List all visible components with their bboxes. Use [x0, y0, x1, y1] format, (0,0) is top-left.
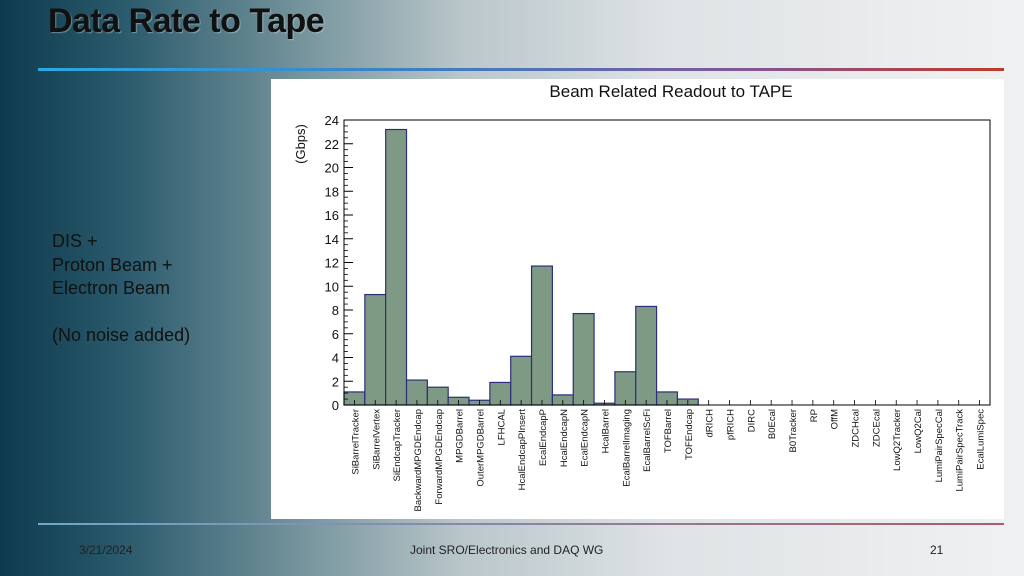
y-tick-label-0: 0 — [332, 398, 339, 413]
y-tick-label-12: 12 — [325, 256, 339, 271]
y-axis-label: (Gbps) — [293, 124, 308, 164]
side-line-electron-beam: Electron Beam — [52, 278, 171, 298]
side-line-proton-beam: Proton Beam + — [52, 254, 173, 275]
x-tick-label-LowQ2Cal: LowQ2Cal — [913, 409, 924, 453]
x-tick-label-ZDCHcal: ZDCHcal — [851, 409, 862, 448]
y-tick-label-6: 6 — [332, 327, 339, 342]
bar-chart: Beam Related Readout to TAPE(Gbps)024681… — [293, 82, 991, 511]
x-tick-label-pfRICH: pfRICH — [726, 409, 737, 440]
slide-title: Data Rate to Tape — [48, 2, 325, 40]
x-tick-label-LowQ2Tracker: LowQ2Tracker — [892, 409, 903, 471]
x-tick-label-ForwardMPGDEndcap: ForwardMPGDEndcap — [434, 409, 445, 505]
x-tick-label-HcalBarrel: HcalBarrel — [600, 409, 611, 453]
x-tick-label-HcalEndcapN: HcalEndcapN — [559, 409, 570, 467]
x-tick-label-ZDCEcal: ZDCEcal — [871, 409, 882, 447]
x-tick-label-BackwardMPGDEndcap: BackwardMPGDEndcap — [413, 409, 424, 511]
x-tick-label-SiEndcapTracker: SiEndcapTracker — [392, 409, 403, 482]
y-tick-label-16: 16 — [325, 208, 339, 223]
bar-SiEndcapTracker — [385, 128, 408, 406]
y-tick-label-2: 2 — [332, 374, 339, 389]
x-tick-label-LumiPairSpecTrack: LumiPairSpecTrack — [955, 409, 966, 492]
y-tick-label-4: 4 — [332, 351, 339, 366]
side-note: (No noise added) — [52, 324, 191, 345]
footer-date: 3/21/2024 — [79, 543, 133, 557]
y-tick-label-20: 20 — [325, 161, 339, 176]
x-tick-label-HcalEndcapPInsert: HcalEndcapPInsert — [517, 409, 528, 491]
footer-divider — [38, 523, 1004, 525]
y-tick-label-10: 10 — [325, 279, 339, 294]
x-tick-label-LFHCAL: LFHCAL — [496, 409, 507, 445]
y-tick-label-22: 22 — [325, 137, 339, 152]
footer-caption: Joint SRO/Electronics and DAQ WG — [410, 543, 604, 557]
x-tick-label-OuterMPGDBarrel: OuterMPGDBarrel — [475, 409, 486, 487]
side-spacer — [52, 301, 190, 324]
x-tick-label-EcalBarrelImaging: EcalBarrelImaging — [621, 409, 632, 487]
y-tick-label-18: 18 — [325, 184, 339, 199]
x-tick-label-EcalEndcapP: EcalEndcapP — [538, 409, 549, 466]
bar-SiBarrelVertex — [364, 293, 387, 406]
chart-panel: Beam Related Readout to TAPE (Gbps) 0 2 4 6 8 1… — [271, 79, 1004, 519]
title-underline — [38, 68, 1004, 71]
x-tick-label-MPGDBarrel: MPGDBarrel — [455, 409, 466, 463]
chart-title: Beam Related Readout to TAPE — [549, 82, 792, 101]
side-line-dis: DIS + — [52, 231, 98, 251]
page-number: 21 — [930, 543, 944, 557]
x-tick-label-B0Ecal: B0Ecal — [767, 409, 778, 439]
x-tick-label-EcalBarrelScFi: EcalBarrelScFi — [642, 409, 653, 472]
x-tick-label-B0Tracker: B0Tracker — [788, 409, 799, 452]
x-tick-label-DIRC: DIRC — [746, 409, 757, 432]
y-tick-label-8: 8 — [332, 303, 339, 318]
side-description: DIS + Proton Beam + Electron Beam (No no… — [52, 230, 190, 347]
x-tick-label-SiBarrelTracker: SiBarrelTracker — [350, 409, 361, 475]
x-tick-label-LumiPairSpecCal: LumiPairSpecCal — [934, 409, 945, 482]
plot-frame — [343, 119, 991, 406]
bar-EcalBarrelScFi — [635, 305, 658, 406]
x-tick-label-EcalEndcapN: EcalEndcapN — [580, 409, 591, 467]
x-tick-label-EcalLumiSpec: EcalLumiSpec — [976, 409, 987, 470]
x-tick-label-TOFBarrel: TOFBarrel — [663, 409, 674, 453]
x-tick-label-RP: RP — [809, 409, 820, 422]
bar-HcalEndcapPInsert — [510, 355, 533, 406]
x-tick-label-dRICH: dRICH — [705, 409, 716, 438]
bar-EcalEndcapP — [530, 265, 553, 406]
x-tick-label-OffM: OffM — [830, 409, 841, 429]
x-tick-label-TOFEndcap: TOFEndcap — [684, 409, 695, 460]
y-tick-label-24: 24 — [325, 113, 339, 128]
bar-EcalEndcapN — [572, 312, 595, 406]
y-tick-label-14: 14 — [325, 232, 339, 247]
x-tick-label-SiBarrelVertex: SiBarrelVertex — [371, 409, 382, 470]
